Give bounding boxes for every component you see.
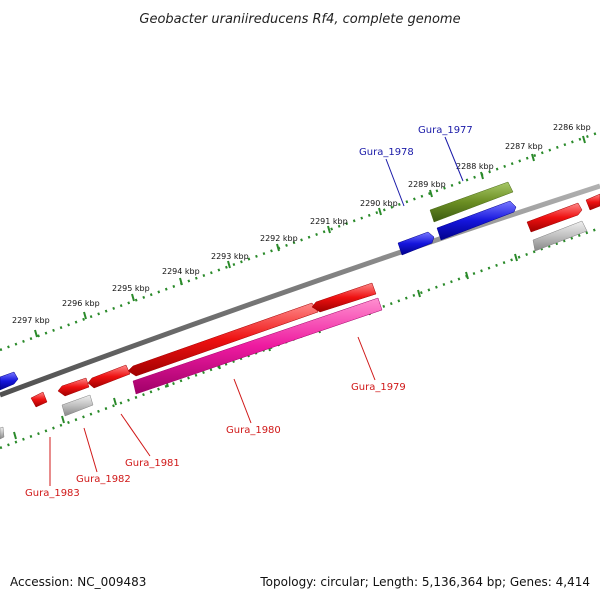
genome-summary-text: Topology: circular; Length: 5,136,364 bp… xyxy=(259,575,590,589)
gene-gura-1982[interactable] xyxy=(61,394,94,417)
accession-text: Accession: NC_009483 xyxy=(10,575,146,589)
label-gura-1978[interactable]: Gura_1978 xyxy=(359,147,414,158)
leader-gura-1978 xyxy=(385,158,405,207)
gene-red-right[interactable] xyxy=(526,202,583,233)
gene-red-edge[interactable] xyxy=(585,193,600,211)
gene-gray-right[interactable] xyxy=(532,220,588,252)
tick-label: 2297 kbp xyxy=(12,316,50,325)
label-gura-1979[interactable]: Gura_1979 xyxy=(351,382,406,393)
ruler-tick-labels: 2286 kbp 2287 kbp 2288 kbp 2289 kbp 2290… xyxy=(12,123,591,325)
tick-label: 2287 kbp xyxy=(505,142,543,151)
gene-blue-left-edge[interactable] xyxy=(0,371,19,391)
gene-red-long-a[interactable] xyxy=(127,302,319,377)
gene-red-mid[interactable] xyxy=(87,364,131,389)
tick-label: 2293 kbp xyxy=(211,252,249,261)
gene-gura-1980[interactable] xyxy=(132,297,383,395)
tick-label: 2286 kbp xyxy=(553,123,591,132)
gene-gura-1983[interactable] xyxy=(30,391,48,408)
leader-gura-1979 xyxy=(357,336,376,381)
gene-red-small[interactable] xyxy=(57,377,90,397)
tick-label: 2294 kbp xyxy=(162,267,200,276)
leader-gura-1982 xyxy=(83,427,98,473)
map-title: Geobacter uraniireducens Rf4, complete g… xyxy=(139,12,460,27)
gene-blue-small[interactable] xyxy=(397,231,435,256)
leader-gura-1980 xyxy=(233,378,252,424)
tick-label: 2288 kbp xyxy=(456,162,494,171)
tick-label: 2290 kbp xyxy=(360,199,398,208)
leader-gura-1977 xyxy=(444,136,464,182)
tick-label: 2292 kbp xyxy=(260,234,298,243)
tick-label: 2289 kbp xyxy=(408,180,446,189)
forward-strand-features xyxy=(0,181,600,397)
genome-backbone xyxy=(0,183,600,398)
gene-gura-1978[interactable] xyxy=(436,200,517,241)
tick-label: 2295 kbp xyxy=(112,284,150,293)
reverse-strand-features xyxy=(0,220,588,440)
label-gura-1977[interactable]: Gura_1977 xyxy=(418,125,473,136)
label-gura-1981[interactable]: Gura_1981 xyxy=(125,458,180,469)
gene-red-long-b[interactable] xyxy=(311,282,377,313)
label-leaders xyxy=(49,136,464,486)
gene-labels: Gura_1977 Gura_1978 Gura_1979 Gura_1980 … xyxy=(25,125,473,499)
tick-label: 2296 kbp xyxy=(62,299,100,308)
gene-gura-1977[interactable] xyxy=(429,181,514,223)
label-gura-1982[interactable]: Gura_1982 xyxy=(76,474,131,485)
outer-ruler-ticks xyxy=(34,135,586,338)
leader-gura-1981 xyxy=(120,413,151,457)
label-gura-1983[interactable]: Gura_1983 xyxy=(25,488,80,499)
label-gura-1980[interactable]: Gura_1980 xyxy=(226,425,281,436)
tick-label: 2291 kbp xyxy=(310,217,348,226)
gene-gray-left-edge[interactable] xyxy=(0,426,5,440)
